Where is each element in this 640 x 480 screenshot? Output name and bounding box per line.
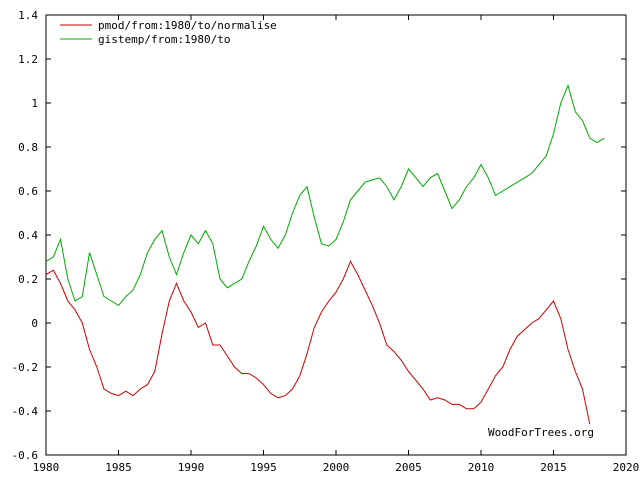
x-tick-label: 1995 xyxy=(250,461,277,474)
x-tick-label: 2015 xyxy=(540,461,567,474)
y-tick-label: 0.8 xyxy=(18,141,38,154)
x-tick-label: 1990 xyxy=(178,461,205,474)
y-tick-label: 1.4 xyxy=(18,9,38,22)
series-line-0 xyxy=(45,260,591,425)
x-tick-label: 2010 xyxy=(468,461,495,474)
legend-label-gistemp: gistemp/from:1980/to xyxy=(98,33,230,46)
y-tick-label: 0.2 xyxy=(18,273,38,286)
y-axis: -0.6 -0.4 -0.2 0 0.2 0.4 0.6 0.8 1 1.2 1.4 xyxy=(12,9,626,462)
x-tick-label: 2000 xyxy=(323,461,350,474)
y-tick-label: 0 xyxy=(31,317,38,330)
series-layer xyxy=(45,83,605,425)
legend-label-pmod: pmod/from:1980/to/normalise xyxy=(98,19,277,32)
plot-area xyxy=(45,14,627,456)
x-tick-label: 1985 xyxy=(105,461,132,474)
x-tick-label: 2005 xyxy=(395,461,422,474)
series-line-1 xyxy=(45,83,605,307)
y-tick-label: 1.2 xyxy=(18,53,38,66)
y-tick-label: 1 xyxy=(31,97,38,110)
y-tick-label: -0.6 xyxy=(12,449,39,462)
legend: pmod/from:1980/to/normalise gistemp/from… xyxy=(60,19,277,46)
y-tick-label: -0.4 xyxy=(12,405,39,418)
watermark: WoodForTrees.org xyxy=(488,426,594,439)
x-tick-label: 1980 xyxy=(33,461,60,474)
x-tick-label: 2020 xyxy=(613,461,640,474)
x-axis: 1980 1985 1990 1995 2000 2005 2010 2015 2020 xyxy=(33,15,640,474)
y-tick-label: 0.6 xyxy=(18,185,38,198)
y-tick-label: 0.4 xyxy=(18,229,38,242)
y-tick-label: -0.2 xyxy=(12,361,39,374)
